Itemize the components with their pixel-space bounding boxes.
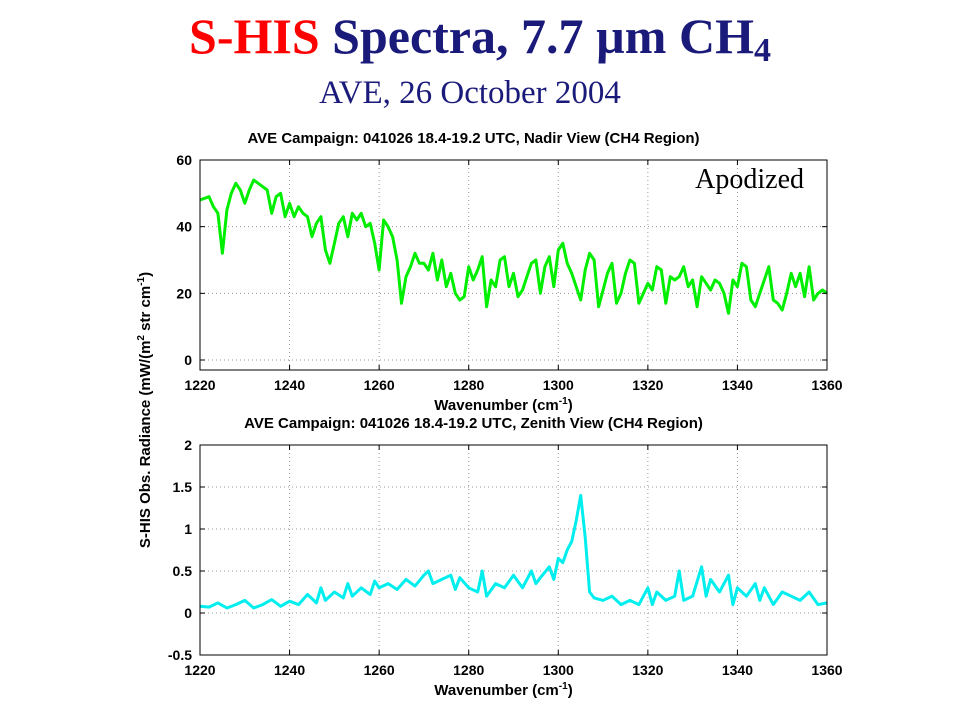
panel-title: AVE Campaign: 041026 18.4-19.2 UTC, Nadi… (247, 130, 699, 147)
x-tick-label: 1300 (543, 377, 574, 393)
plot-frame (199, 444, 828, 656)
x-tick-label: 1300 (543, 662, 574, 678)
y-tick-label: 2 (184, 437, 192, 453)
shared-y-label: S-HIS Obs. Radiance (mW/(m2 str cm-1) (136, 272, 154, 548)
x-tick-label: 1340 (722, 377, 753, 393)
title-spectra: Spectra, 7.7 (332, 8, 584, 64)
y-tick-label: 60 (176, 152, 192, 168)
x-tick-label: 1260 (364, 377, 395, 393)
plot-frame (199, 159, 828, 371)
title-subscript: 4 (753, 32, 771, 69)
x-tick-label: 1240 (274, 377, 305, 393)
y-tick-label: -0.5 (168, 647, 192, 663)
x-axis-label: Wavenumber (cm-1) (434, 681, 572, 699)
x-tick-label: 1280 (453, 377, 484, 393)
nadir-panel: 1220 1240 1260 1280 1300 1320 1340 1360 0 20 40 60 A… (176, 130, 842, 414)
y-tick-label: 1.5 (173, 479, 193, 495)
plot-area (200, 160, 827, 370)
y-tick-label: 1 (184, 521, 192, 537)
x-tick-label: 1320 (632, 662, 663, 678)
zenith-panel: 1220 1240 1260 1280 1300 1320 1340 1360 -0.5 0 0.5… (168, 415, 843, 699)
title-unit: µm CH (596, 8, 754, 64)
x-tick-label: 1240 (274, 662, 305, 678)
x-tick-label: 1360 (811, 377, 842, 393)
page-title: S-HIS Spectra, 7.7 µm CH4 (0, 4, 960, 68)
x-axis-label: Wavenumber (cm-1) (434, 396, 572, 414)
series-line-0 (199, 178, 828, 315)
x-tick-label: 1360 (811, 662, 842, 678)
x-tick-label: 1340 (722, 662, 753, 678)
x-tick-label: 1260 (364, 662, 395, 678)
page-subtitle: AVE, 26 October 2004 (319, 75, 621, 111)
plot-area (200, 445, 827, 655)
y-tick-label: 0.5 (173, 563, 193, 579)
title-instrument: S-HIS (189, 8, 320, 64)
y-tick-label: 0 (184, 605, 192, 621)
panel-title: AVE Campaign: 041026 18.4-19.2 UTC, Zeni… (244, 415, 703, 432)
y-tick-label: 0 (184, 352, 192, 368)
x-tick-label: 1220 (184, 662, 215, 678)
y-tick-label: 20 (176, 285, 192, 301)
y-tick-label: 40 (176, 219, 192, 235)
x-tick-label: 1320 (632, 377, 663, 393)
x-tick-label: 1280 (453, 662, 484, 678)
series-line-0 (199, 493, 828, 610)
apodized-annotation: Apodized (695, 164, 804, 195)
x-tick-label: 1220 (184, 377, 215, 393)
